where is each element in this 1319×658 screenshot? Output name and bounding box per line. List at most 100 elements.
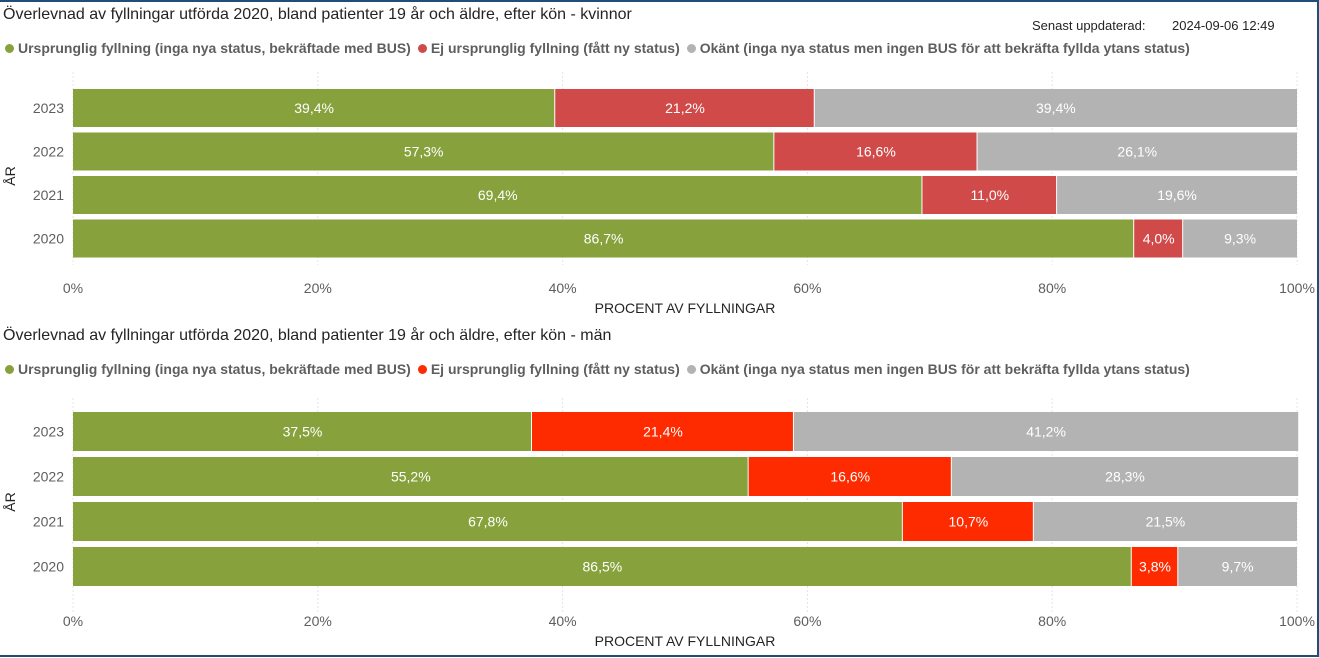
bar-segment xyxy=(1183,219,1297,258)
category-label: 2023 xyxy=(33,100,64,116)
data-label: 11,0% xyxy=(970,187,1009,203)
data-label: 10,7% xyxy=(949,514,989,530)
bar-segment xyxy=(532,412,793,451)
bar-chart-men: 37,5% 21,4% 41,2% 2023 55,2% 16,6% 28,3% 2022 67… xyxy=(2,398,1315,649)
legend-label-not-original: Ej ursprunglig fyllning (fått ny status) xyxy=(430,361,680,377)
legend-swatch-not-original xyxy=(417,43,427,53)
last-updated: Senast uppdaterad: 2024-09-06 12:49 xyxy=(1032,18,1275,33)
bottom-border xyxy=(0,655,1319,657)
legend-item-unknown[interactable]: Okänt (inga nya status men ingen BUS för… xyxy=(686,40,1190,56)
bar-segment xyxy=(73,132,774,171)
category-label: 2023 xyxy=(33,424,64,440)
data-label: 86,7% xyxy=(584,231,624,247)
bar-segment xyxy=(1178,547,1297,586)
y-axis-title: ÅR xyxy=(2,166,18,185)
legend-label-not-original: Ej ursprunglig fyllning (fått ny status) xyxy=(430,40,680,56)
x-tick-label: 0% xyxy=(63,613,83,629)
bar-segment xyxy=(1057,176,1297,214)
data-label: 55,2% xyxy=(391,469,431,485)
category-label: 2022 xyxy=(33,469,64,485)
bar-segment xyxy=(1131,547,1178,586)
bar-segment xyxy=(977,132,1297,171)
category-label: 2021 xyxy=(33,514,64,530)
bar-segment xyxy=(1134,219,1183,258)
x-tick-label: 100% xyxy=(1279,613,1315,629)
data-label: 9,3% xyxy=(1224,231,1256,247)
data-label: 39,4% xyxy=(1036,100,1076,116)
data-label: 21,5% xyxy=(1146,514,1186,530)
bar-segment xyxy=(73,412,531,451)
legend-swatch-unknown xyxy=(686,43,696,53)
x-axis-title: PROCENT AV FYLLNINGAR xyxy=(595,300,776,316)
data-label: 41,2% xyxy=(1026,424,1066,440)
x-tick-label: 40% xyxy=(549,613,577,629)
y-axis-title: ÅR xyxy=(2,492,18,511)
bar-segment xyxy=(73,89,555,127)
data-label: 26,1% xyxy=(1117,144,1157,160)
legend-men: Ursprunglig fyllning (inga nya status, b… xyxy=(5,361,1197,377)
data-label: 21,4% xyxy=(643,424,683,440)
category-label: 2022 xyxy=(33,144,64,160)
bar-segment xyxy=(73,502,902,541)
bar-segment xyxy=(1033,502,1297,541)
bar-chart-women: 39,4% 21,2% 39,4% 2023 57,3% 16,6% 26,1% 2022 69… xyxy=(2,72,1315,316)
legend-item-unknown[interactable]: Okänt (inga nya status men ingen BUS för… xyxy=(686,361,1190,377)
legend-swatch-not-original xyxy=(417,364,427,374)
legend-label-original: Ursprunglig fyllning (inga nya status, b… xyxy=(18,40,411,56)
legend-swatch-original xyxy=(5,364,14,374)
legend-item-not-original[interactable]: Ej ursprunglig fyllning (fått ny status) xyxy=(417,361,680,377)
bar-segment xyxy=(951,457,1299,496)
chart-title-women: Överlevnad av fyllningar utförda 2020, b… xyxy=(3,6,632,23)
data-label: 21,2% xyxy=(665,100,705,116)
data-label: 86,5% xyxy=(583,559,623,575)
data-label: 39,4% xyxy=(294,100,334,116)
x-tick-label: 20% xyxy=(304,613,332,629)
x-tick-label: 40% xyxy=(549,280,577,296)
x-tick-label: 0% xyxy=(63,280,83,296)
legend-label-unknown: Okänt (inga nya status men ingen BUS för… xyxy=(699,40,1190,56)
x-tick-label: 80% xyxy=(1038,613,1066,629)
x-tick-label: 100% xyxy=(1279,280,1315,296)
bar-segment xyxy=(793,412,1299,451)
category-label: 2021 xyxy=(33,187,64,203)
right-border xyxy=(1317,0,1319,657)
legend-item-not-original[interactable]: Ej ursprunglig fyllning (fått ny status) xyxy=(417,40,680,56)
data-label: 57,3% xyxy=(404,144,444,160)
data-label: 3,8% xyxy=(1139,559,1171,575)
bar-segment xyxy=(922,176,1057,214)
bar-segment xyxy=(902,502,1033,541)
category-label: 2020 xyxy=(33,231,64,247)
x-tick-label: 80% xyxy=(1038,280,1066,296)
bar-segment xyxy=(814,89,1297,127)
data-label: 9,7% xyxy=(1222,559,1254,575)
bar-segment xyxy=(73,219,1134,258)
top-border xyxy=(0,0,1319,2)
bar-segment xyxy=(555,89,814,127)
bar-segment xyxy=(774,132,977,171)
data-label: 16,6% xyxy=(830,469,870,485)
legend-women: Ursprunglig fyllning (inga nya status, b… xyxy=(5,40,1197,56)
x-axis-title: PROCENT AV FYLLNINGAR xyxy=(595,633,776,649)
data-label: 16,6% xyxy=(856,144,896,160)
data-label: 19,6% xyxy=(1157,187,1197,203)
legend-label-unknown: Okänt (inga nya status men ingen BUS för… xyxy=(699,361,1190,377)
legend-label-original: Ursprunglig fyllning (inga nya status, b… xyxy=(18,361,411,377)
legend-item-original[interactable]: Ursprunglig fyllning (inga nya status, b… xyxy=(5,361,411,377)
bar-segment xyxy=(73,457,748,496)
bar-segment xyxy=(73,176,922,214)
data-label: 4,0% xyxy=(1143,231,1175,247)
data-label: 69,4% xyxy=(478,187,518,203)
x-tick-label: 60% xyxy=(793,613,821,629)
data-label: 37,5% xyxy=(283,424,323,440)
data-label: 28,3% xyxy=(1105,469,1145,485)
legend-item-original[interactable]: Ursprunglig fyllning (inga nya status, b… xyxy=(5,40,411,56)
data-label: 67,8% xyxy=(468,514,508,530)
x-tick-label: 20% xyxy=(304,280,332,296)
legend-swatch-unknown xyxy=(686,364,696,374)
x-tick-label: 60% xyxy=(793,280,821,296)
category-label: 2020 xyxy=(33,559,64,575)
bar-segment xyxy=(748,457,951,496)
chart-title-men: Överlevnad av fyllningar utförda 2020, b… xyxy=(3,327,612,344)
bar-segment xyxy=(73,547,1131,586)
last-updated-label: Senast uppdaterad: xyxy=(1032,18,1146,33)
